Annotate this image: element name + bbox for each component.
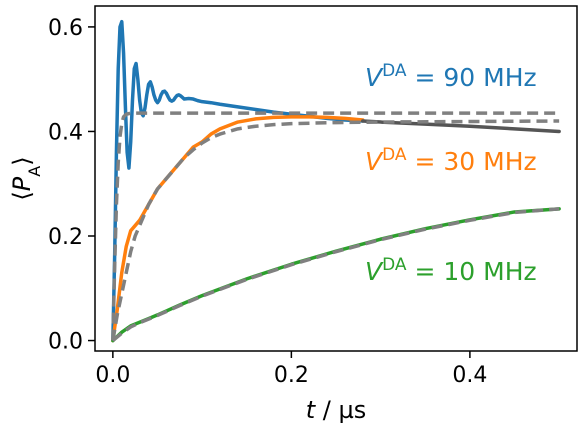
y-axis-label: ⟨PA⟩ (8, 156, 44, 200)
annotation-var: V (365, 257, 384, 286)
x-tick-label: 0.4 (452, 363, 487, 388)
annotation-sup: DA (382, 145, 407, 165)
series-lines (111, 19, 561, 343)
y-tick-label: 0.4 (48, 120, 83, 145)
annotation-vda-10: VDA = 10 MHz (365, 255, 537, 286)
annotation-text: = 90 MHz (407, 63, 537, 92)
axis-ticks: 0.0 0.2 0.4 0.0 0.2 0.4 0.6 (48, 16, 487, 388)
annotation-text: = 10 MHz (407, 257, 537, 286)
annotation-sup: DA (382, 255, 407, 275)
annotation-text: = 30 MHz (407, 147, 537, 176)
x-axis-label: t / µs (306, 396, 367, 424)
annotation-vda-30: VDA = 30 MHz (365, 145, 537, 176)
y-tick-label: 0.2 (48, 225, 83, 250)
annotation-var: V (365, 63, 384, 92)
series-fit-dashed-6 (111, 207, 560, 342)
y-axis-var: P (8, 176, 36, 191)
series-line-0 (111, 19, 365, 343)
y-axis-sub: A (25, 166, 44, 177)
y-axis-bracket-right: ⟩ (8, 156, 36, 165)
series-fit-dashed-4 (111, 111, 560, 341)
y-tick-label: 0.0 (48, 330, 83, 355)
x-axis-unit: / µs (315, 396, 366, 424)
annotation-var: V (365, 147, 384, 176)
x-tick-label: 0.2 (274, 363, 309, 388)
annotation-sup: DA (382, 61, 407, 81)
y-axis-bracket-left: ⟨ (8, 191, 36, 200)
plot-frame (94, 5, 578, 352)
series-line-1 (111, 115, 365, 343)
y-tick-label: 0.6 (48, 16, 83, 41)
x-axis-var: t (306, 396, 317, 424)
series-fit-dashed-5 (111, 119, 560, 341)
x-tick-label: 0.0 (95, 363, 130, 388)
annotation-vda-90: VDA = 90 MHz (365, 61, 537, 92)
series-line-2 (361, 119, 561, 134)
